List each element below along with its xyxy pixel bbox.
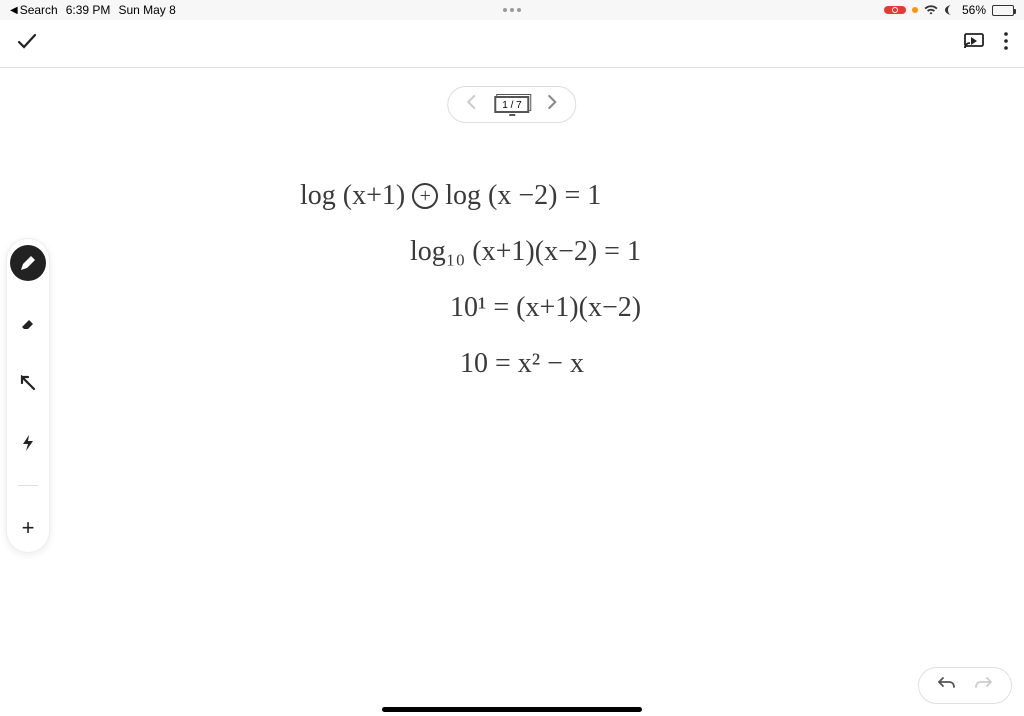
pen-tool-button[interactable]: [10, 245, 46, 281]
laser-tool-button[interactable]: [10, 425, 46, 461]
status-date: Sun May 8: [118, 3, 175, 17]
chevron-right-icon: [548, 95, 558, 109]
status-right: 56%: [884, 3, 1014, 17]
more-vertical-icon: [1004, 32, 1008, 50]
hw-seg-1a: log (x+1): [300, 180, 412, 211]
checkmark-icon: [16, 30, 38, 52]
tool-divider: [18, 485, 38, 486]
status-center-dots: [503, 8, 521, 12]
pointer-tool-button[interactable]: [10, 365, 46, 401]
hw-line-2: log₁₀ (x+1)(x−2) = 1: [410, 224, 641, 280]
canvas-area[interactable]: 1 / 7 + log (x+1) + log (x −2) = 1 log₁₀: [0, 68, 1024, 716]
hw-line-1: log (x+1) + log (x −2) = 1: [300, 168, 641, 224]
hw-line-3: 10¹ = (x+1)(x−2): [450, 280, 641, 336]
tool-sidebar: +: [6, 238, 50, 553]
recording-indicator[interactable]: [884, 6, 906, 14]
undo-button[interactable]: [937, 676, 955, 695]
app-toolbar: [0, 20, 1024, 68]
cast-icon: [964, 33, 984, 49]
pen-icon: [19, 254, 37, 272]
status-left: ◀ Search 6:39 PM Sun May 8: [10, 3, 176, 17]
mic-indicator-icon: [912, 7, 918, 13]
back-label: Search: [20, 3, 58, 17]
page-indicator-label: 1 / 7: [502, 100, 521, 111]
page-navigator: 1 / 7: [447, 86, 576, 123]
hw-seg-1b: log (x −2) = 1: [445, 180, 601, 211]
toolbar-right: [964, 32, 1008, 55]
back-to-search[interactable]: ◀ Search: [10, 3, 58, 17]
undo-redo-controls: [918, 667, 1012, 704]
undo-icon: [937, 676, 955, 690]
eraser-icon: [19, 314, 37, 332]
dot-icon: [503, 8, 507, 12]
eraser-tool-button[interactable]: [10, 305, 46, 341]
cast-button[interactable]: [964, 33, 984, 54]
bolt-icon: [21, 434, 35, 452]
prev-page-button[interactable]: [466, 95, 476, 114]
page-indicator[interactable]: 1 / 7: [494, 96, 529, 113]
back-triangle-icon: ◀: [10, 5, 18, 16]
battery-icon: [992, 5, 1014, 16]
home-indicator[interactable]: [382, 707, 642, 712]
chevron-left-icon: [466, 95, 476, 109]
status-time: 6:39 PM: [66, 3, 111, 17]
moon-icon: [944, 4, 956, 16]
wifi-icon: [924, 5, 938, 15]
add-tool-button[interactable]: +: [10, 510, 46, 546]
handwritten-math: log (x+1) + log (x −2) = 1 log₁₀ (x+1)(x…: [300, 168, 641, 392]
battery-percent: 56%: [962, 3, 986, 17]
confirm-button[interactable]: [16, 30, 38, 57]
arrow-pointer-icon: [20, 375, 36, 391]
record-icon: [892, 7, 898, 13]
status-bar: ◀ Search 6:39 PM Sun May 8 56%: [0, 0, 1024, 20]
dot-icon: [517, 8, 521, 12]
redo-button[interactable]: [975, 676, 993, 695]
hw-line-4: 10 = x² − x: [460, 336, 641, 392]
next-page-button[interactable]: [548, 95, 558, 114]
redo-icon: [975, 676, 993, 690]
hw-circled-plus: +: [412, 183, 438, 209]
plus-icon: +: [22, 515, 35, 541]
dot-icon: [510, 8, 514, 12]
more-button[interactable]: [1004, 32, 1008, 55]
